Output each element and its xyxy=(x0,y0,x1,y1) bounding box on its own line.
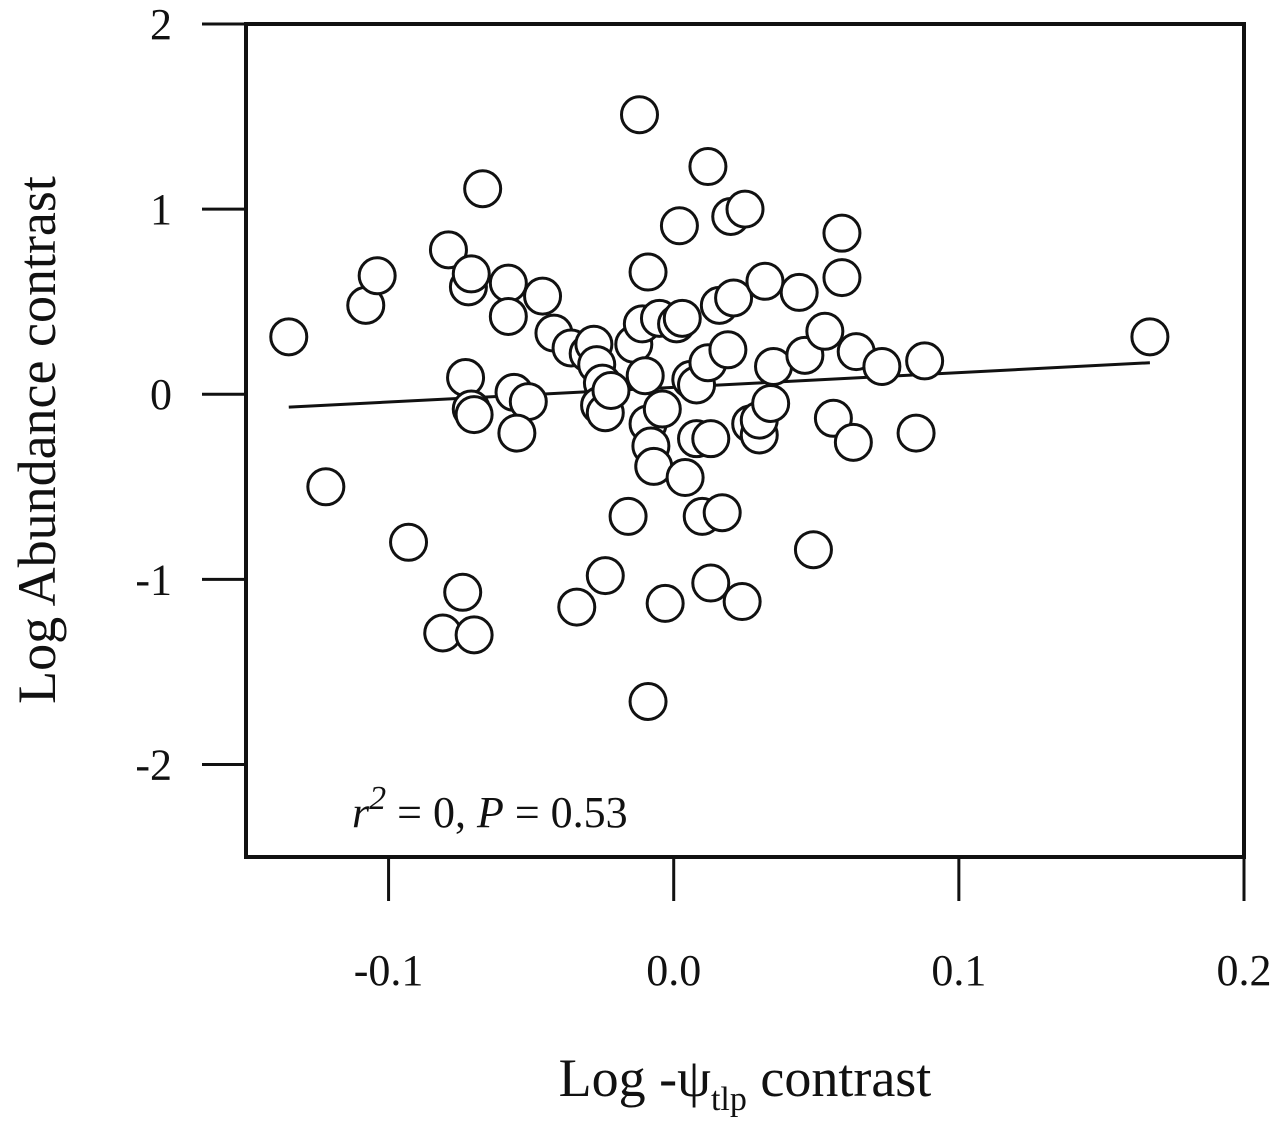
data-point xyxy=(905,341,945,381)
x-tick-label: 0.0 xyxy=(646,946,701,995)
data-point xyxy=(591,371,631,411)
data-point xyxy=(896,413,936,453)
data-point xyxy=(751,383,791,423)
x-axis-title: Log -ψtlp contrast xyxy=(559,1048,932,1118)
data-point xyxy=(488,263,528,303)
data-point xyxy=(708,330,748,370)
data-point xyxy=(389,522,429,562)
data-point xyxy=(722,582,762,622)
r-label: r xyxy=(352,788,370,837)
data-point xyxy=(428,230,468,270)
data-point xyxy=(625,356,665,396)
y-tick-label: 1 xyxy=(150,185,172,234)
data-point xyxy=(446,358,486,398)
data-point xyxy=(269,317,309,357)
data-point xyxy=(306,467,346,507)
y-tick-label: 0 xyxy=(150,370,172,419)
r-value: = 0, xyxy=(386,788,477,837)
data-point xyxy=(454,395,494,435)
data-point xyxy=(357,256,397,296)
y-tick-label: 2 xyxy=(150,0,172,49)
data-point xyxy=(659,206,699,246)
y-axis-title: Log Abundance contrast xyxy=(7,176,67,704)
data-point xyxy=(793,530,833,570)
data-point xyxy=(645,583,685,623)
regression-line xyxy=(288,361,1150,409)
data-point xyxy=(662,298,702,338)
data-point xyxy=(665,458,705,498)
data-point xyxy=(691,419,731,459)
data-point xyxy=(451,254,491,294)
x-axis: -0.1 0.0 0.1 0.2 xyxy=(354,857,1272,995)
data-point xyxy=(619,95,659,135)
data-point xyxy=(523,276,563,316)
data-point xyxy=(805,311,845,351)
x-axis-title-prefix: Log -ψ xyxy=(559,1048,711,1108)
y-tick-label: -1 xyxy=(135,555,172,604)
stats-annotation: r2 = 0, P = 0.53 xyxy=(352,780,628,837)
data-point xyxy=(454,615,494,655)
plot-frame xyxy=(244,22,1246,859)
x-tick-label: -0.1 xyxy=(354,946,424,995)
y-tick-label: -2 xyxy=(135,740,172,789)
data-point xyxy=(688,147,728,187)
data-point xyxy=(488,296,528,336)
p-label: P xyxy=(476,788,504,837)
data-point xyxy=(691,563,731,603)
data-point xyxy=(497,413,537,453)
x-tick-label: 0.1 xyxy=(931,946,986,995)
data-point xyxy=(714,278,754,318)
data-point xyxy=(833,422,873,462)
r-exponent: 2 xyxy=(369,780,386,817)
data-point xyxy=(628,252,668,292)
data-point xyxy=(628,682,668,722)
x-tick-label: 0.2 xyxy=(1217,946,1272,995)
data-points xyxy=(269,95,1170,722)
x-axis-title-suffix: contrast xyxy=(747,1048,931,1108)
data-point xyxy=(702,493,742,533)
data-point xyxy=(862,346,902,386)
data-point xyxy=(779,272,819,312)
data-point xyxy=(642,389,682,429)
data-point xyxy=(745,261,785,301)
data-point xyxy=(557,587,597,627)
data-point xyxy=(725,189,765,229)
data-point xyxy=(585,556,625,596)
y-axis: -2 -1 0 1 2 xyxy=(135,0,246,789)
p-value: = 0.53 xyxy=(504,788,628,837)
x-axis-title-subscript: tlp xyxy=(711,1081,747,1118)
data-point xyxy=(463,169,503,209)
data-point xyxy=(1130,317,1170,357)
data-point xyxy=(822,213,862,253)
data-point xyxy=(822,258,862,298)
data-point xyxy=(443,572,483,612)
data-point xyxy=(608,496,648,536)
